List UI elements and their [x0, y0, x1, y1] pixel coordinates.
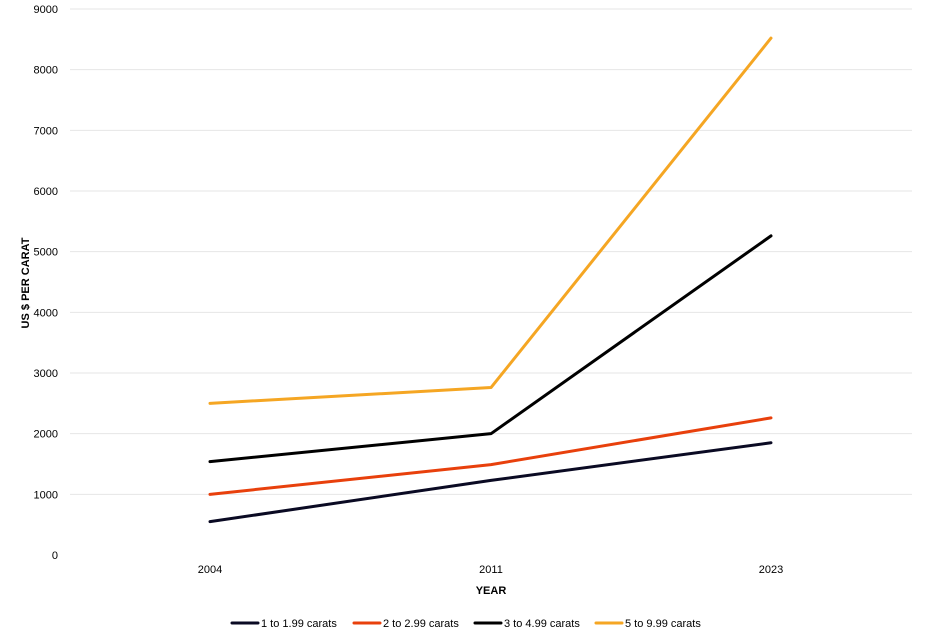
- legend-label: 2 to 2.99 carats: [383, 618, 459, 630]
- y-axis-tick-labels: 0 1000 2000 3000 4000 5000 6000 7000 8000 9000: [34, 4, 58, 562]
- series-line-4: [208, 36, 773, 405]
- x-axis-title: YEAR: [476, 585, 507, 597]
- series-line-2: [208, 416, 773, 496]
- series-line-3: [208, 234, 773, 464]
- y-tick-label: 3000: [34, 368, 58, 380]
- gridlines: [70, 8, 912, 495]
- legend-label: 1 to 1.99 carats: [261, 618, 337, 630]
- y-tick-label: 8000: [34, 65, 58, 77]
- series-line-1: [208, 441, 773, 524]
- legend: 1 to 1.99 carats 2 to 2.99 carats 3 to 4.9…: [230, 618, 701, 630]
- series-lines: [208, 36, 773, 524]
- y-tick-label: 2000: [34, 429, 58, 441]
- y-tick-label: 0: [52, 550, 58, 562]
- y-tick-label: 6000: [34, 186, 58, 198]
- y-tick-label: 9000: [34, 4, 58, 16]
- x-axis-tick-labels: 2004 2011 2023: [198, 564, 783, 576]
- y-tick-label: 1000: [34, 489, 58, 501]
- x-tick-label: 2023: [759, 564, 783, 576]
- x-tick-label: 2004: [198, 564, 222, 576]
- x-tick-label: 2011: [479, 564, 503, 576]
- legend-label: 3 to 4.99 carats: [504, 618, 580, 630]
- y-tick-label: 7000: [34, 125, 58, 137]
- legend-label: 5 to 9.99 carats: [625, 618, 701, 630]
- y-tick-label: 5000: [34, 247, 58, 259]
- y-axis-title: US $ PER CARAT: [20, 237, 32, 328]
- y-tick-label: 4000: [34, 307, 58, 319]
